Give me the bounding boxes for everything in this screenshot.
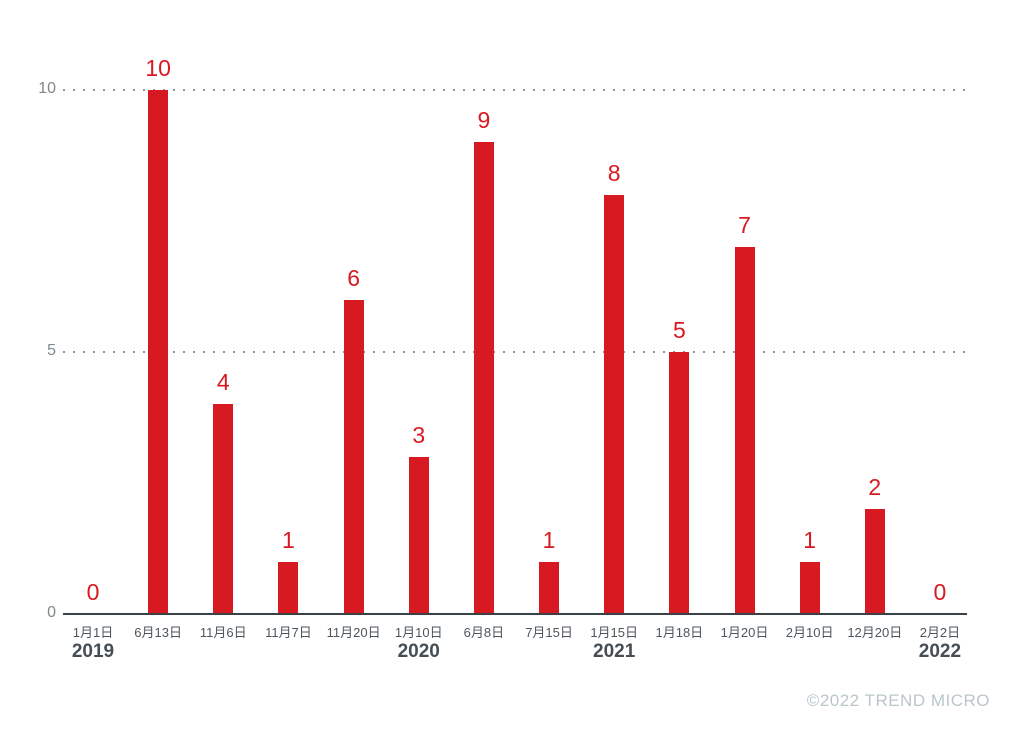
bar <box>734 247 755 613</box>
year-label: 2022 <box>918 641 962 662</box>
x-tick-label: 11月6日 <box>199 625 247 640</box>
bar <box>148 90 169 613</box>
bar-value-label: 7 <box>738 212 751 239</box>
x-tick-label: 11月7日 <box>265 625 312 640</box>
x-axis-line <box>63 613 967 615</box>
bar-value-label: 5 <box>672 317 686 343</box>
x-tick-label: 2月10日 <box>785 625 834 640</box>
bar-value-label: 9 <box>477 107 491 134</box>
x-tick-label: 1月10日 <box>394 625 443 640</box>
x-tick-label: 12月20日 <box>847 625 903 640</box>
bar <box>278 561 299 613</box>
bar-value-label: 10 <box>145 55 171 81</box>
bar-value-label: 6 <box>347 264 360 291</box>
bar-value-label: 0 <box>86 579 100 605</box>
bar-value-label: 1 <box>282 526 295 553</box>
bar-value-label: 1 <box>542 526 556 553</box>
gridline-10 <box>63 89 970 91</box>
x-tick-label: 11月20日 <box>326 625 381 640</box>
bar <box>604 194 625 613</box>
bar-value-label: 1 <box>803 526 817 553</box>
bar <box>864 509 885 613</box>
bar-value-label: 3 <box>412 421 426 448</box>
x-tick-label: 6月8日 <box>463 625 505 640</box>
y-tick-label: 10 <box>38 80 56 97</box>
year-label: 2019 <box>71 641 115 662</box>
bar-value-label: 0 <box>933 579 947 605</box>
bar <box>473 142 494 613</box>
bar <box>539 561 560 613</box>
x-tick-label: 1月20日 <box>720 625 769 640</box>
year-label: 2020 <box>397 641 440 662</box>
x-tick-label: 1月18日 <box>655 625 704 640</box>
x-tick-label: 7月15日 <box>525 625 573 640</box>
bar-value-label: 4 <box>216 369 230 396</box>
year-label: 2021 <box>593 641 636 662</box>
bar-value-label: 8 <box>607 159 621 186</box>
y-tick-label: 5 <box>47 342 56 359</box>
bar <box>408 456 429 613</box>
x-tick-label: 2月2日 <box>919 625 961 640</box>
x-tick-label: 6月13日 <box>134 625 182 640</box>
y-tick-label: 0 <box>47 604 56 621</box>
x-tick-label: 1月1日 <box>72 625 114 640</box>
bar <box>343 299 364 613</box>
x-tick-label: 1月15日 <box>590 625 639 640</box>
bar <box>669 352 690 613</box>
bar <box>213 404 234 613</box>
bar-value-label: 2 <box>868 474 882 501</box>
gridline-5 <box>63 351 970 353</box>
bar <box>799 561 820 613</box>
watermark: ©2022 TREND MICRO <box>806 691 990 710</box>
